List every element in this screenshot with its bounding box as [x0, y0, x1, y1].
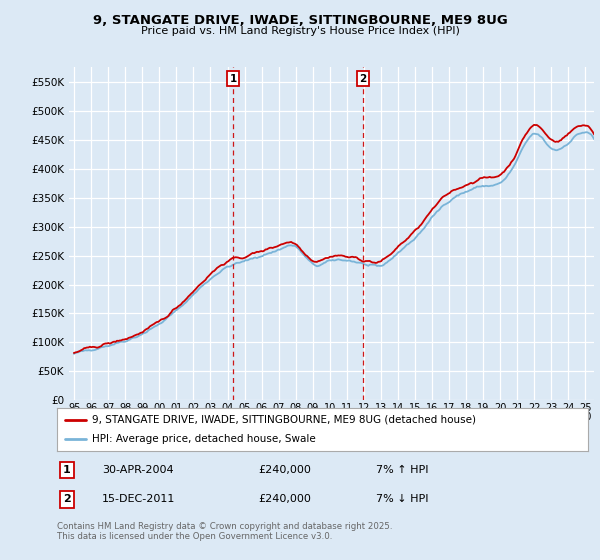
- Text: £240,000: £240,000: [259, 494, 311, 505]
- Text: 9, STANGATE DRIVE, IWADE, SITTINGBOURNE, ME9 8UG (detached house): 9, STANGATE DRIVE, IWADE, SITTINGBOURNE,…: [92, 415, 476, 424]
- Text: 9, STANGATE DRIVE, IWADE, SITTINGBOURNE, ME9 8UG: 9, STANGATE DRIVE, IWADE, SITTINGBOURNE,…: [92, 14, 508, 27]
- Text: 1: 1: [230, 74, 237, 84]
- Text: Price paid vs. HM Land Registry's House Price Index (HPI): Price paid vs. HM Land Registry's House …: [140, 26, 460, 36]
- Text: 15-DEC-2011: 15-DEC-2011: [102, 494, 176, 505]
- Text: 30-APR-2004: 30-APR-2004: [102, 465, 174, 475]
- Text: 2: 2: [359, 74, 367, 84]
- Text: 2: 2: [62, 494, 70, 505]
- Text: 7% ↓ HPI: 7% ↓ HPI: [376, 494, 428, 505]
- Text: £240,000: £240,000: [259, 465, 311, 475]
- Text: 7% ↑ HPI: 7% ↑ HPI: [376, 465, 428, 475]
- Text: 1: 1: [62, 465, 70, 475]
- Text: Contains HM Land Registry data © Crown copyright and database right 2025.
This d: Contains HM Land Registry data © Crown c…: [57, 522, 392, 542]
- Text: HPI: Average price, detached house, Swale: HPI: Average price, detached house, Swal…: [92, 435, 315, 444]
